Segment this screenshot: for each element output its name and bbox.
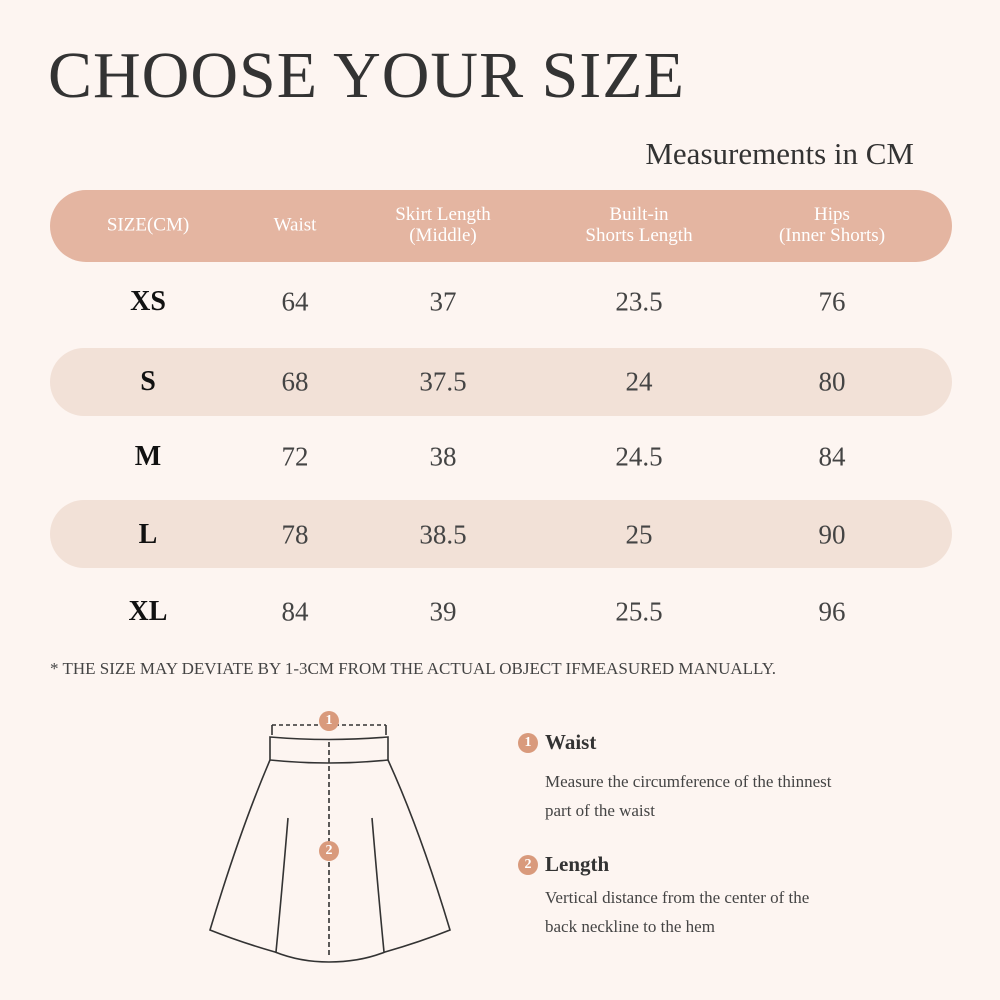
guide-title: Length [545,852,610,876]
diagram-marker: 2 [319,841,339,861]
measurement: 23.5 [615,286,663,317]
measurement: 24.5 [615,441,663,472]
column-header: Hips (Inner Shorts) [779,204,885,246]
column-header-line: Waist [273,214,317,236]
column-header: Skirt Length (Middle) [395,204,491,246]
measurement: 96 [818,596,846,627]
note: * THE SIZE MAY DEVIATE BY 1-3CM FROM THE… [50,659,777,678]
column-header: SIZE(CM) [107,215,189,236]
header-band [50,190,952,262]
measurement: 80 [818,366,846,397]
column-header-line: SIZE(CM) [106,214,190,236]
guide-title: Waist [545,730,597,754]
column-header-line: (Middle) [409,225,477,246]
skirt-diagram [209,724,451,963]
measurement: 76 [818,286,846,317]
row-band [50,348,952,416]
measurement: 25.5 [615,596,663,627]
measurement: 68 [281,366,309,397]
measurement: 24 [625,366,653,397]
measurement: 38 [429,441,457,472]
measurement: 72 [281,441,309,472]
column-header-line: Built-in [609,204,669,225]
measurement: 38.5 [419,519,467,550]
measurement: 37.5 [419,366,467,397]
size-label: S [140,366,156,397]
measurement: 25 [625,519,653,550]
measurement: 78 [281,519,309,550]
column-header-line: (Inner Shorts) [778,225,886,246]
title: CHOOSE YOUR SIZE [48,39,685,112]
guide-text: Vertical distance from the center of the… [545,888,810,936]
diagram-marker: 1 [319,711,339,731]
measurement: 90 [818,519,846,550]
measurement: 39 [429,596,457,627]
column-header: Built-in Shorts Length [585,204,692,246]
guide-text: Measure the circumference of the thinnes… [545,772,832,820]
guide-number: 1 [518,733,538,753]
column-header-line: Shorts Length [585,225,693,246]
measurement: 84 [281,596,309,627]
row-band [50,500,952,568]
column-header-line: Skirt Length [395,204,491,225]
measurement: 37 [429,286,457,317]
column-header: Waist [274,215,317,236]
subtitle: Measurements in CM [645,136,914,171]
size-label: M [134,441,162,472]
column-header-line: Hips [814,204,850,225]
measurement: 84 [818,441,846,472]
guide-number: 2 [518,855,538,875]
size-label: XS [130,286,166,317]
size-label: XL [128,596,168,627]
measurement: 64 [281,286,309,317]
size-label: L [138,519,158,550]
